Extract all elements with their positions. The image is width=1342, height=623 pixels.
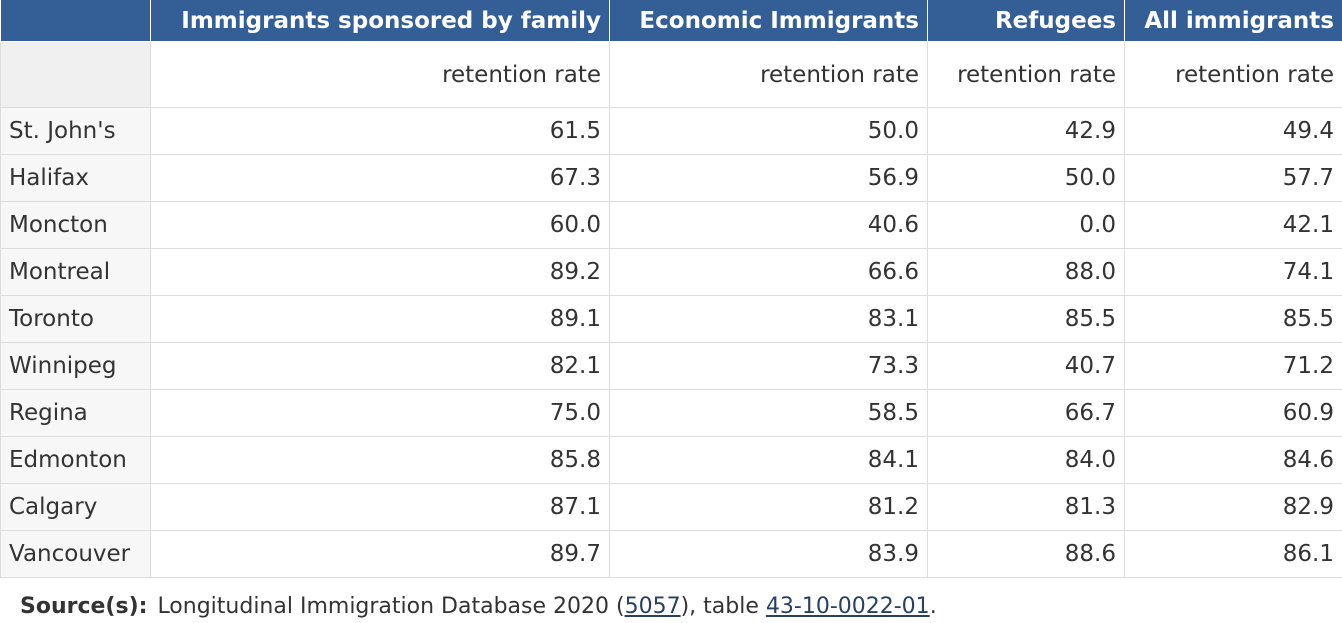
row-label: Regina <box>0 389 151 437</box>
cell-value: 0.0 <box>927 201 1125 249</box>
cell-value: 49.4 <box>1124 107 1342 155</box>
table-link[interactable]: 43-10-0022-01 <box>765 594 930 619</box>
source-text: ), table <box>680 594 766 619</box>
table-row: Edmonton 85.8 84.1 84.0 84.6 <box>0 436 1342 484</box>
source-text: . <box>929 594 937 619</box>
cell-value: 50.0 <box>927 154 1125 202</box>
cell-value: 88.0 <box>927 248 1125 296</box>
cell-value: 71.2 <box>1124 342 1342 390</box>
cell-value: 60.9 <box>1124 389 1342 437</box>
cell-value: 40.7 <box>927 342 1125 390</box>
source-text: Longitudinal Immigration Database 2020 ( <box>157 594 625 619</box>
row-label: Toronto <box>0 295 151 343</box>
cell-value: 66.7 <box>927 389 1125 437</box>
cell-value: 61.5 <box>150 107 610 155</box>
corner-cell <box>0 41 151 108</box>
cell-value: 84.6 <box>1124 436 1342 484</box>
cell-value: 88.6 <box>927 530 1125 578</box>
row-label: Calgary <box>0 483 151 531</box>
cell-value: 75.0 <box>150 389 610 437</box>
table-row: St. John's 61.5 50.0 42.9 49.4 <box>0 107 1342 155</box>
row-label: Edmonton <box>0 436 151 484</box>
table-row: Montreal 89.2 66.6 88.0 74.1 <box>0 248 1342 296</box>
column-subheader: retention rate <box>609 41 928 108</box>
cell-value: 42.9 <box>927 107 1125 155</box>
row-label: Montreal <box>0 248 151 296</box>
cell-value: 85.8 <box>150 436 610 484</box>
source-note: Source(s): Longitudinal Immigration Datab… <box>20 594 937 619</box>
row-label: Vancouver <box>0 530 151 578</box>
cell-value: 66.6 <box>609 248 928 296</box>
cell-value: 84.0 <box>927 436 1125 484</box>
table-row: Calgary 87.1 81.2 81.3 82.9 <box>0 483 1342 531</box>
cell-value: 50.0 <box>609 107 928 155</box>
cell-value: 87.1 <box>150 483 610 531</box>
header-row: Immigrants sponsored by family Economic I… <box>0 0 1342 42</box>
retention-table: Immigrants sponsored by family Economic I… <box>0 0 1342 578</box>
cell-value: 85.5 <box>927 295 1125 343</box>
source-label: Source(s): <box>20 594 148 619</box>
row-label: St. John's <box>0 107 151 155</box>
table-row: Moncton 60.0 40.6 0.0 42.1 <box>0 201 1342 249</box>
cell-value: 58.5 <box>609 389 928 437</box>
cell-value: 89.7 <box>150 530 610 578</box>
cell-value: 82.1 <box>150 342 610 390</box>
corner-cell <box>0 0 151 42</box>
column-subheader: retention rate <box>927 41 1125 108</box>
subheader-row: retention rate retention rate retention ra… <box>0 41 1342 108</box>
column-subheader: retention rate <box>1124 41 1342 108</box>
table-row: Vancouver 89.7 83.9 88.6 86.1 <box>0 530 1342 578</box>
cell-value: 73.3 <box>609 342 928 390</box>
table-row: Toronto 89.1 83.1 85.5 85.5 <box>0 295 1342 343</box>
cell-value: 74.1 <box>1124 248 1342 296</box>
cell-value: 56.9 <box>609 154 928 202</box>
source-link[interactable]: 5057 <box>624 594 681 619</box>
table-body: St. John's 61.5 50.0 42.9 49.4 Halifax 67.3 56.… <box>0 107 1342 578</box>
column-header: All immigrants <box>1124 0 1342 42</box>
column-header: Refugees <box>927 0 1125 42</box>
row-label: Halifax <box>0 154 151 202</box>
cell-value: 86.1 <box>1124 530 1342 578</box>
row-label: Winnipeg <box>0 342 151 390</box>
column-subheader: retention rate <box>150 41 610 108</box>
table-row: Regina 75.0 58.5 66.7 60.9 <box>0 389 1342 437</box>
cell-value: 83.9 <box>609 530 928 578</box>
cell-value: 83.1 <box>609 295 928 343</box>
row-label: Moncton <box>0 201 151 249</box>
cell-value: 57.7 <box>1124 154 1342 202</box>
column-header: Economic Immigrants <box>609 0 928 42</box>
table-row: Halifax 67.3 56.9 50.0 57.7 <box>0 154 1342 202</box>
cell-value: 84.1 <box>609 436 928 484</box>
cell-value: 85.5 <box>1124 295 1342 343</box>
cell-value: 89.1 <box>150 295 610 343</box>
column-header: Immigrants sponsored by family <box>150 0 610 42</box>
cell-value: 67.3 <box>150 154 610 202</box>
cell-value: 81.2 <box>609 483 928 531</box>
cell-value: 60.0 <box>150 201 610 249</box>
cell-value: 42.1 <box>1124 201 1342 249</box>
table-row: Winnipeg 82.1 73.3 40.7 71.2 <box>0 342 1342 390</box>
cell-value: 81.3 <box>927 483 1125 531</box>
cell-value: 89.2 <box>150 248 610 296</box>
cell-value: 40.6 <box>609 201 928 249</box>
cell-value: 82.9 <box>1124 483 1342 531</box>
